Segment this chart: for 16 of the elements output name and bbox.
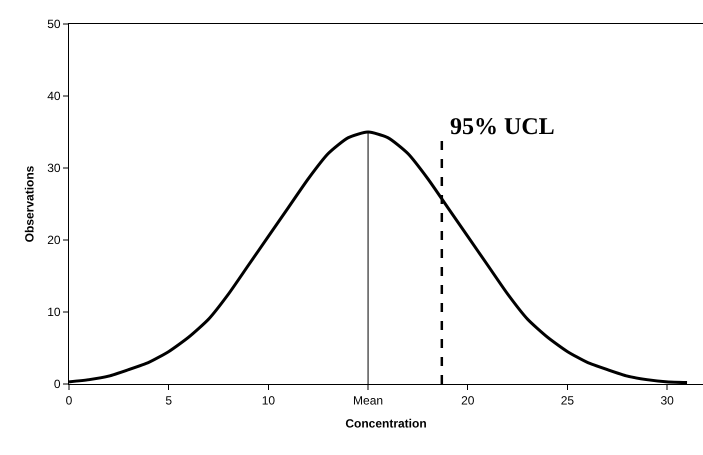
y-axis-title: Observations [22, 165, 37, 242]
x-tick-label: Mean [353, 393, 384, 408]
y-tick-label: 30 [47, 161, 61, 176]
y-tick-label: 0 [54, 377, 61, 392]
y-tick-label: 10 [47, 305, 61, 320]
y-tick-label: 20 [47, 233, 61, 248]
x-tick-label: 10 [262, 393, 276, 408]
y-tick-label: 40 [47, 89, 61, 104]
ref-line-label: 95% UCL [450, 114, 555, 140]
x-tick-label: 0 [66, 393, 73, 408]
x-tick-label: 5 [165, 393, 172, 408]
x-tick-label: 30 [660, 393, 674, 408]
x-axis-title: Concentration [345, 416, 427, 430]
x-tick-label: 20 [461, 393, 475, 408]
y-tick-label: 50 [47, 17, 61, 32]
x-tick-label: 25 [560, 393, 574, 408]
